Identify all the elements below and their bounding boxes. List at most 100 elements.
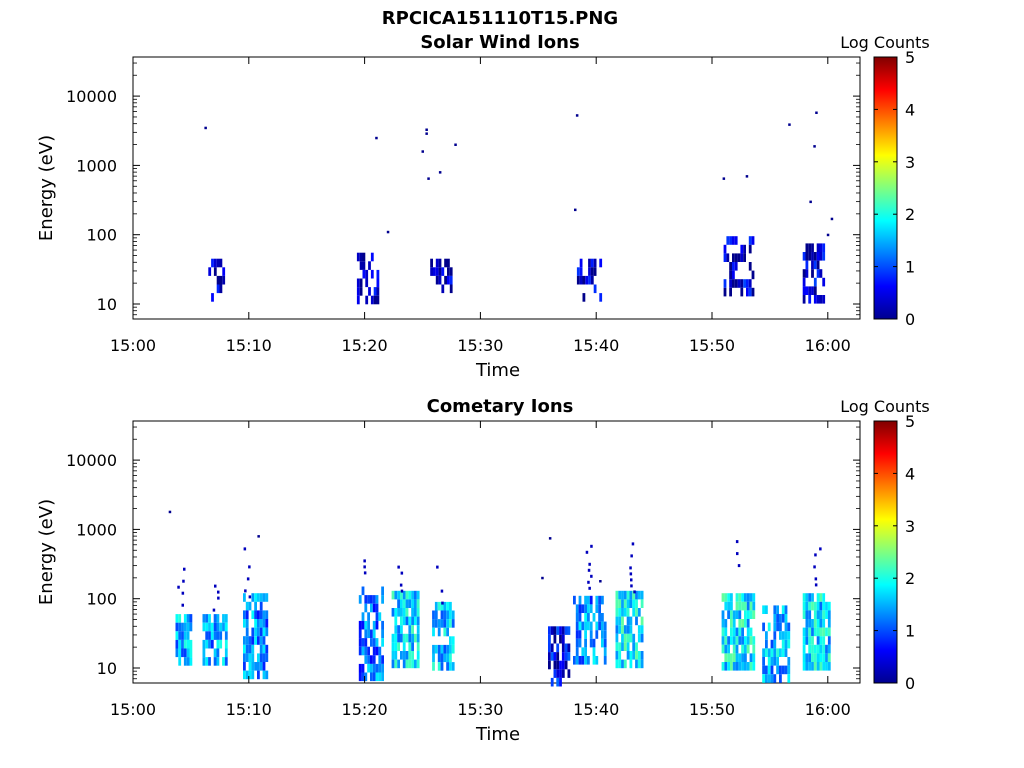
y-axis-ticks: 10 100 1000 10000 bbox=[66, 426, 860, 680]
data-cell bbox=[449, 619, 452, 628]
colorbar-tick-label: 3 bbox=[905, 517, 915, 536]
data-cell bbox=[726, 253, 730, 262]
data-cell bbox=[723, 287, 727, 297]
data-cell bbox=[262, 644, 266, 654]
data-cell bbox=[243, 619, 246, 628]
data-cell bbox=[408, 659, 412, 669]
data-cell bbox=[825, 601, 828, 611]
data-cell bbox=[219, 622, 223, 632]
data-cell bbox=[819, 593, 823, 602]
data-cell bbox=[637, 651, 641, 660]
data-cell bbox=[224, 657, 228, 666]
data-cell bbox=[770, 665, 774, 675]
data-point bbox=[722, 177, 726, 180]
data-cell bbox=[822, 277, 826, 287]
data-cell bbox=[813, 610, 817, 619]
data-cell bbox=[257, 627, 260, 637]
data-cell bbox=[825, 627, 828, 637]
data-cell bbox=[394, 590, 398, 600]
data-cell bbox=[411, 616, 414, 626]
data-cell bbox=[589, 595, 593, 605]
data-cell bbox=[397, 633, 400, 643]
data-cell bbox=[816, 295, 820, 304]
data-cell bbox=[367, 620, 370, 630]
data-cell bbox=[372, 663, 376, 673]
data-cell bbox=[592, 647, 596, 656]
data-cell bbox=[205, 657, 209, 666]
data-cell bbox=[397, 642, 400, 651]
data-cell bbox=[631, 542, 635, 546]
data-cell bbox=[182, 579, 185, 583]
data-cell bbox=[216, 258, 220, 268]
data-cell bbox=[819, 269, 823, 278]
data-cell bbox=[587, 656, 590, 665]
data-cell bbox=[364, 646, 368, 656]
data-cell bbox=[819, 547, 822, 551]
data-cell bbox=[784, 605, 788, 614]
data-cell bbox=[595, 656, 599, 665]
data-cell bbox=[779, 631, 782, 640]
data-cell bbox=[640, 590, 644, 600]
data-cell bbox=[721, 593, 725, 602]
data-cell bbox=[408, 616, 412, 626]
data-cell bbox=[375, 663, 379, 673]
data-cell bbox=[727, 593, 730, 602]
data-cell bbox=[567, 669, 571, 678]
data-cell bbox=[615, 608, 619, 617]
data-cell bbox=[376, 295, 380, 305]
data-cell bbox=[186, 648, 190, 658]
data-cell bbox=[248, 565, 251, 569]
data-cell bbox=[434, 644, 438, 654]
data-cell bbox=[416, 590, 420, 600]
data-cell bbox=[254, 593, 257, 602]
data-cell bbox=[752, 644, 756, 654]
data-cell bbox=[213, 631, 217, 640]
data-cell bbox=[381, 638, 384, 647]
data-cell bbox=[186, 614, 190, 623]
data-cell bbox=[550, 677, 554, 687]
data-cell bbox=[776, 614, 779, 623]
data-cell bbox=[265, 610, 269, 619]
data-cell bbox=[811, 269, 814, 278]
x-axis-ticks: 15:00 15:10 15:20 15:30 15:40 15:50 16:00 bbox=[110, 57, 851, 355]
data-cell bbox=[593, 267, 597, 276]
data-cell bbox=[765, 631, 768, 640]
colorbar-tick-label: 5 bbox=[905, 48, 915, 67]
data-cell bbox=[446, 627, 449, 637]
data-cell bbox=[827, 644, 831, 654]
data-cell bbox=[372, 629, 376, 639]
data-cell bbox=[640, 651, 644, 660]
data-cell bbox=[265, 653, 269, 662]
data-cell bbox=[416, 633, 420, 643]
data-cell bbox=[738, 601, 742, 611]
data-cell bbox=[822, 644, 826, 654]
data-cell bbox=[635, 608, 638, 617]
data-cell bbox=[629, 625, 633, 634]
data-cell bbox=[178, 657, 182, 666]
data-cell bbox=[446, 653, 449, 663]
data-cell bbox=[449, 284, 453, 294]
data-cell bbox=[178, 631, 182, 640]
data-cell bbox=[181, 603, 184, 607]
data-cell bbox=[578, 595, 582, 605]
data-cell bbox=[214, 584, 217, 588]
data-cell bbox=[752, 636, 756, 645]
data-cell bbox=[615, 625, 619, 634]
data-cell bbox=[784, 648, 788, 657]
data-cell bbox=[749, 601, 753, 611]
data-cell bbox=[811, 627, 814, 637]
data-cell bbox=[447, 258, 450, 268]
data-cell bbox=[762, 665, 765, 675]
data-cell bbox=[372, 595, 376, 604]
data-cell bbox=[744, 636, 747, 645]
data-cell bbox=[358, 620, 362, 630]
data-cell bbox=[449, 636, 452, 645]
data-cell bbox=[411, 659, 414, 669]
data-cell bbox=[243, 610, 246, 619]
data-cell bbox=[590, 275, 594, 285]
data-cell bbox=[618, 659, 622, 669]
data-cell bbox=[738, 627, 742, 637]
data-cell bbox=[802, 286, 806, 295]
data-cell bbox=[399, 583, 403, 587]
data-cell bbox=[373, 295, 377, 305]
